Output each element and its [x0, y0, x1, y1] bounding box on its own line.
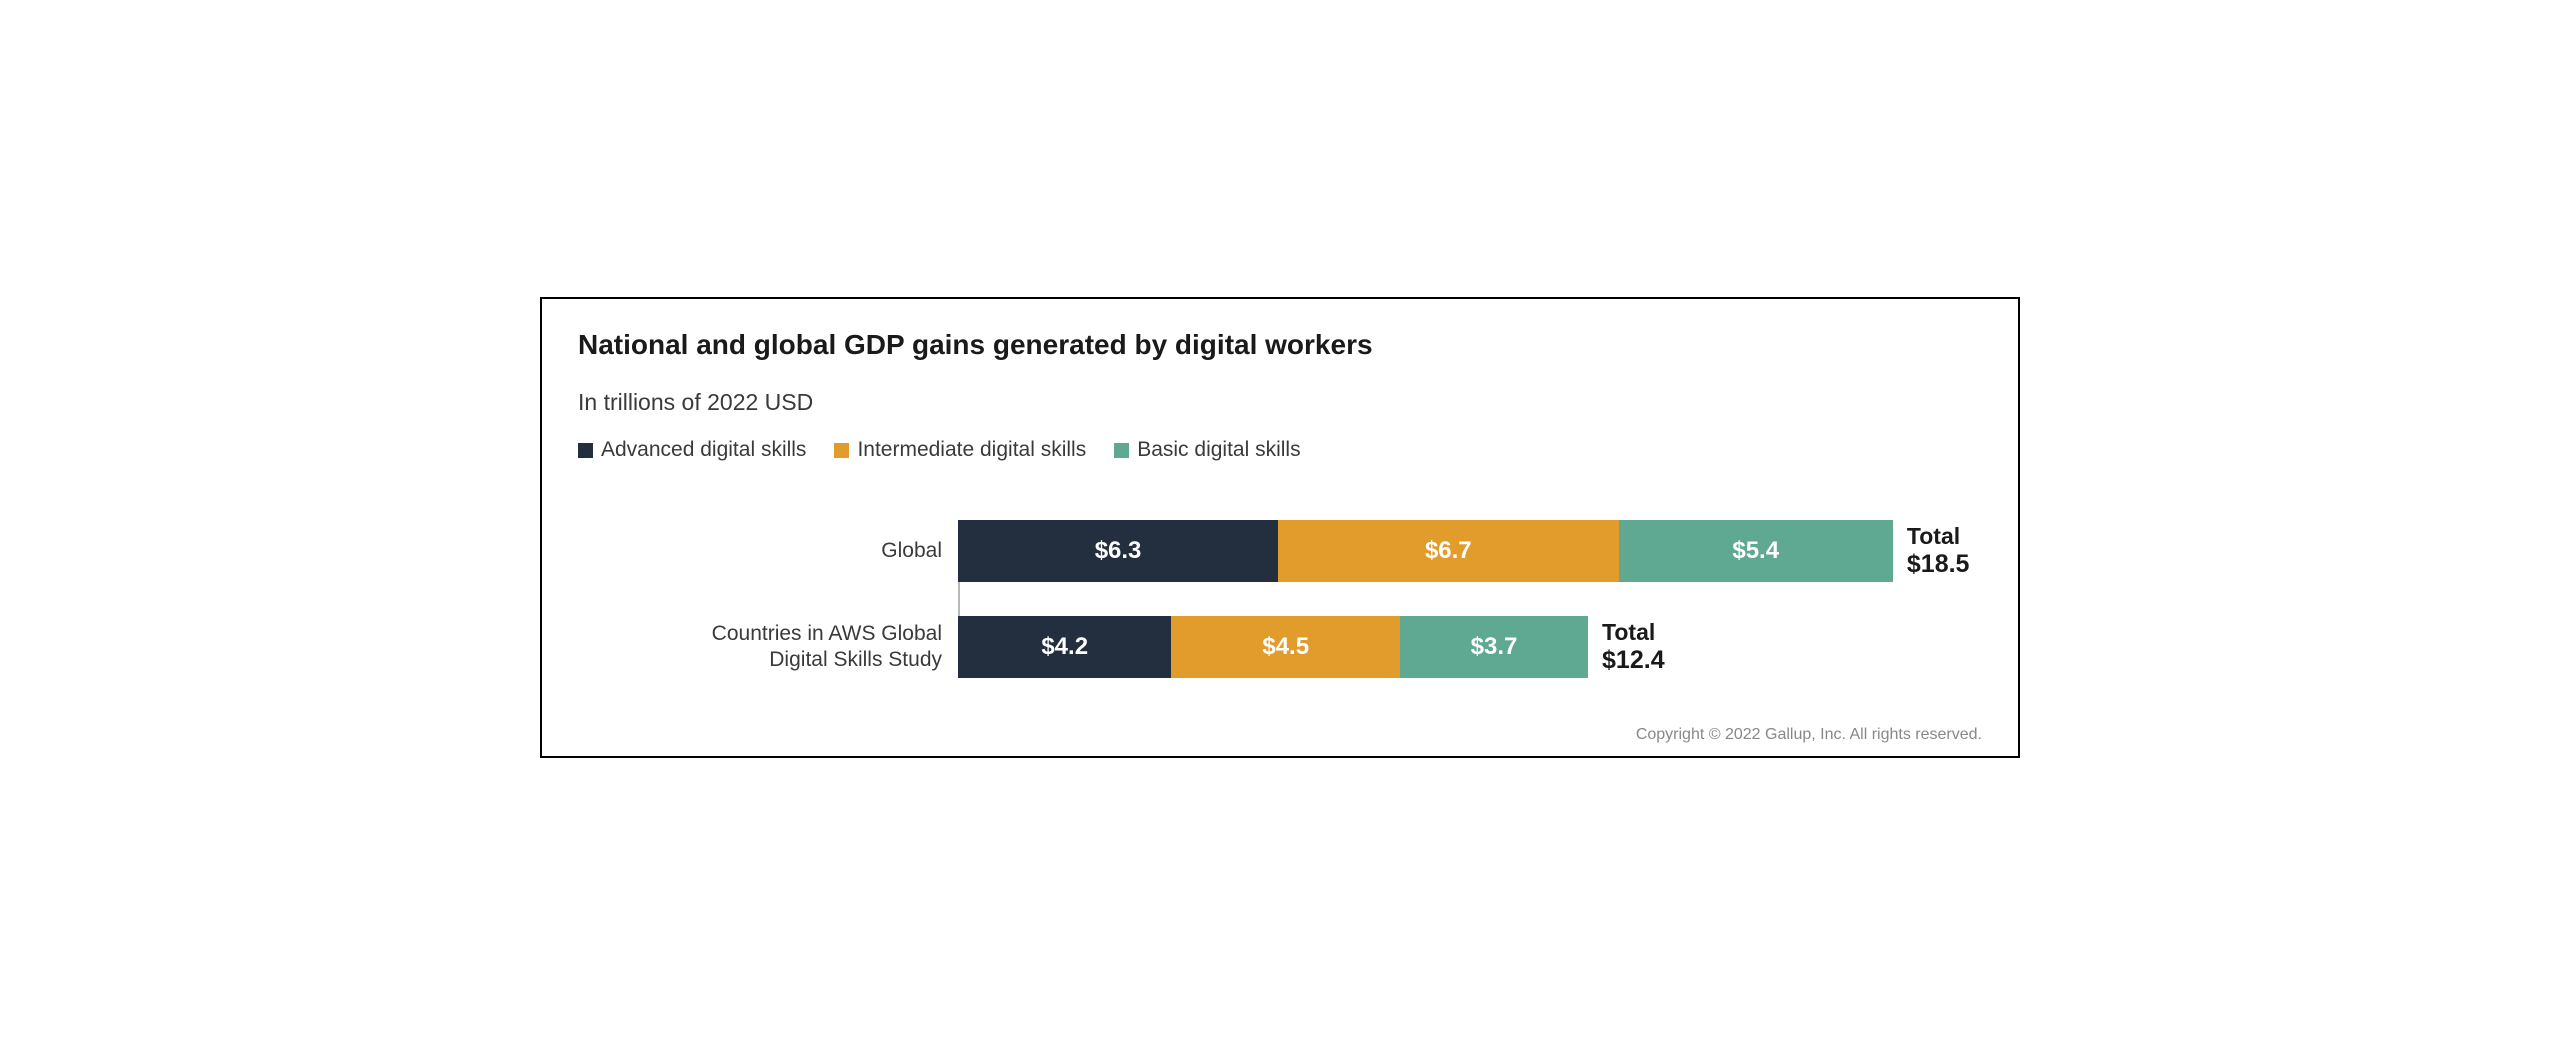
row-label-global: Global: [598, 538, 958, 564]
bar-track-aws: $4.2 $4.5 $3.7: [958, 616, 1588, 678]
total-value-aws: $12.4: [1602, 646, 1665, 675]
chart-plot: Global $6.3 $6.7 $5.4 Total $18.5 Countr…: [578, 520, 1982, 678]
legend-label-advanced: Advanced digital skills: [601, 438, 806, 462]
legend-item-basic: Basic digital skills: [1114, 438, 1300, 462]
bar-seg-aws-intermediate: $4.5: [1171, 616, 1400, 678]
total-label-global: Total: [1907, 523, 1970, 549]
bar-track-global: $6.3 $6.7 $5.4: [958, 520, 1893, 582]
bar-seg-aws-advanced: $4.2: [958, 616, 1171, 678]
legend-swatch-intermediate: [834, 443, 849, 458]
legend-item-advanced: Advanced digital skills: [578, 438, 806, 462]
bar-total-aws: Total $12.4: [1588, 619, 1665, 674]
chart-legend: Advanced digital skills Intermediate dig…: [578, 438, 1982, 462]
bar-seg-aws-basic: $3.7: [1400, 616, 1588, 678]
total-label-aws: Total: [1602, 619, 1665, 645]
legend-swatch-basic: [1114, 443, 1129, 458]
bar-seg-global-advanced: $6.3: [958, 520, 1278, 582]
bar-row-global: Global $6.3 $6.7 $5.4 Total $18.5: [958, 520, 1982, 582]
legend-label-basic: Basic digital skills: [1137, 438, 1300, 462]
total-value-global: $18.5: [1907, 550, 1970, 579]
chart-subtitle: In trillions of 2022 USD: [578, 389, 1982, 416]
legend-swatch-advanced: [578, 443, 593, 458]
bar-total-global: Total $18.5: [1893, 523, 1970, 578]
bar-row-aws: Countries in AWS Global Digital Skills S…: [958, 616, 1982, 678]
bar-seg-global-basic: $5.4: [1619, 520, 1893, 582]
copyright-text: Copyright © 2022 Gallup, Inc. All rights…: [578, 722, 1982, 746]
chart-frame: National and global GDP gains generated …: [540, 297, 2020, 758]
legend-label-intermediate: Intermediate digital skills: [857, 438, 1086, 462]
bar-seg-global-intermediate: $6.7: [1278, 520, 1618, 582]
legend-item-intermediate: Intermediate digital skills: [834, 438, 1086, 462]
row-label-aws: Countries in AWS Global Digital Skills S…: [598, 621, 958, 674]
chart-title: National and global GDP gains generated …: [578, 329, 1982, 361]
